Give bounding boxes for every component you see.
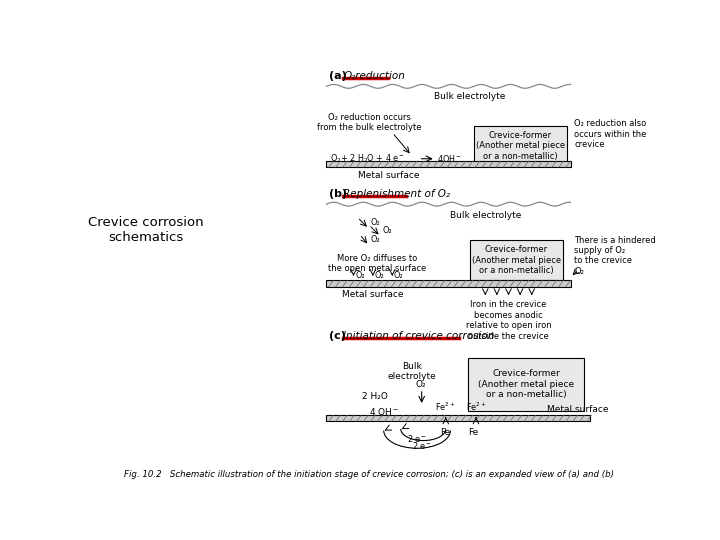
Text: 2 e$^-$: 2 e$^-$ — [412, 441, 431, 451]
Bar — [326, 280, 570, 287]
Text: Crevice corrosion
schematics: Crevice corrosion schematics — [88, 217, 204, 244]
Bar — [326, 161, 570, 167]
Text: Bulk electrolyte: Bulk electrolyte — [434, 92, 505, 101]
Text: Crevice-former
(Another metal piece
or a non-metallic): Crevice-former (Another metal piece or a… — [478, 369, 575, 399]
Bar — [468, 358, 585, 410]
Text: Metal surface: Metal surface — [358, 171, 419, 180]
Text: More O₂ diffuses to
the open metal surface: More O₂ diffuses to the open metal surfa… — [328, 254, 426, 273]
Text: Metal surface: Metal surface — [547, 404, 608, 414]
Text: (b): (b) — [329, 189, 347, 199]
Text: (c): (c) — [329, 331, 346, 341]
Text: Fig. 10.2   Schematic illustration of the initiation stage of crevice corrosion;: Fig. 10.2 Schematic illustration of the … — [124, 470, 614, 479]
Text: Bulk electrolyte: Bulk electrolyte — [449, 211, 521, 220]
Text: O₂: O₂ — [371, 218, 380, 227]
Bar — [326, 415, 590, 421]
Text: Metal surface: Metal surface — [342, 291, 404, 299]
Text: Crevice-former
(Another metal piece
or a non-metallic): Crevice-former (Another metal piece or a… — [472, 246, 561, 275]
Text: O₂: O₂ — [355, 271, 364, 280]
Text: O₂ reduction occurs
from the bulk electrolyte: O₂ reduction occurs from the bulk electr… — [317, 113, 421, 132]
Text: O$_2$+ 2 H$_2$O + 4 e$^-$: O$_2$+ 2 H$_2$O + 4 e$^-$ — [330, 152, 405, 165]
Text: Iron in the crevice
becomes anodic
relative to open iron
outside the crevice: Iron in the crevice becomes anodic relat… — [466, 300, 552, 341]
Text: Fe$^{2+}$: Fe$^{2+}$ — [436, 401, 456, 413]
Text: 2 e$^-$: 2 e$^-$ — [407, 433, 427, 444]
Bar — [469, 240, 563, 280]
Text: Crevice-former
(Another metal piece
or a non-metallic): Crevice-former (Another metal piece or a… — [476, 131, 564, 160]
Text: Fe: Fe — [468, 428, 478, 436]
Text: Bulk
electrolyte: Bulk electrolyte — [387, 362, 436, 381]
Text: Replenishment of O₂: Replenishment of O₂ — [343, 189, 451, 199]
Text: O₂: O₂ — [374, 271, 384, 280]
Text: Fe$^{2+}$: Fe$^{2+}$ — [466, 401, 486, 413]
Text: O₂ reduction also
occurs within the
crevice: O₂ reduction also occurs within the crev… — [575, 119, 647, 149]
Text: O₂: O₂ — [394, 271, 403, 280]
Text: (a): (a) — [329, 71, 346, 81]
Text: 4 OH$^-$: 4 OH$^-$ — [369, 406, 400, 417]
Text: O₂: O₂ — [415, 380, 426, 389]
Text: Initiation of crevice corrosion: Initiation of crevice corrosion — [343, 331, 495, 341]
Bar — [474, 126, 567, 165]
Text: O₂: O₂ — [382, 226, 392, 235]
Text: There is a hindered
supply of O₂
to the crevice
O₂: There is a hindered supply of O₂ to the … — [575, 235, 656, 276]
Text: 4OH$^-$: 4OH$^-$ — [437, 153, 462, 164]
Text: O₂: O₂ — [371, 235, 380, 244]
Text: Fe: Fe — [441, 428, 451, 436]
Text: 2 H₂O: 2 H₂O — [362, 392, 388, 401]
Text: O₂reduction: O₂reduction — [343, 71, 405, 81]
